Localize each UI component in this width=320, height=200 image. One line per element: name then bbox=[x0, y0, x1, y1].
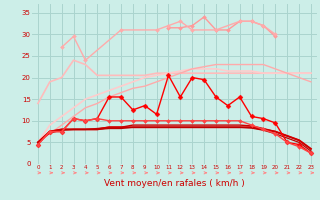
X-axis label: Vent moyen/en rafales ( km/h ): Vent moyen/en rafales ( km/h ) bbox=[104, 179, 245, 188]
